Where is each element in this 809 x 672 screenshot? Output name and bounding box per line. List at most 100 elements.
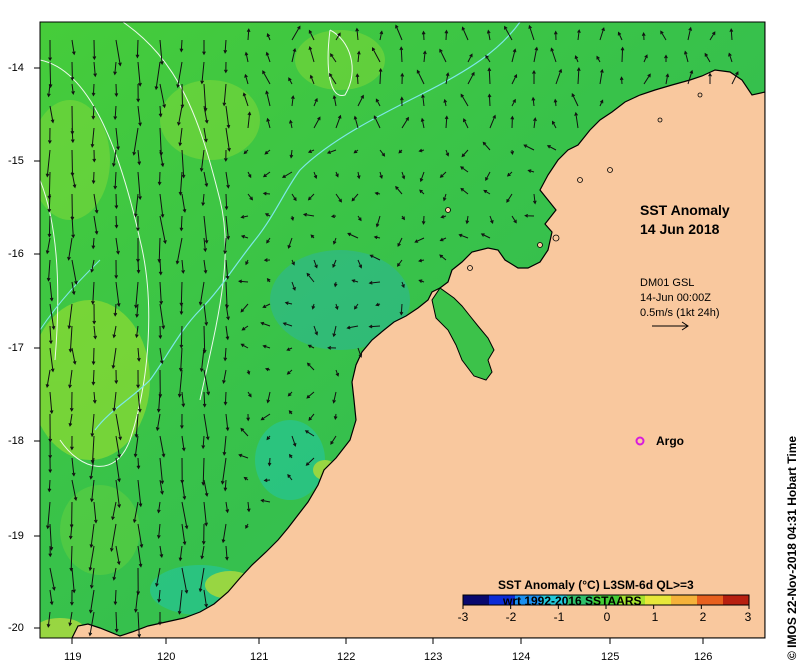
lon-axis [71, 638, 704, 644]
current-arrow [176, 61, 183, 89]
current-arrow [198, 281, 205, 306]
current-arrow [444, 29, 449, 41]
current-arrow [89, 523, 95, 549]
current-arrow [225, 325, 230, 341]
current-arrow [71, 457, 76, 477]
current-arrow [266, 435, 271, 441]
credit-text: © IMOS 22-Nov-2018 04:31 Hobart Time [785, 435, 799, 660]
current-arrow [553, 30, 558, 41]
current-arrow [132, 127, 139, 156]
current-arrow [287, 391, 293, 397]
current-arrow [287, 473, 293, 481]
current-arrow [599, 99, 604, 107]
current-arrow [266, 237, 271, 244]
current-arrow [181, 501, 189, 530]
current-arrow [246, 501, 251, 513]
current-arrow [46, 83, 51, 98]
current-arrow [159, 149, 165, 168]
current-arrow [48, 39, 52, 62]
current-arrow [400, 72, 405, 85]
current-arrow [506, 171, 513, 177]
current-arrow [401, 171, 406, 180]
current-arrow [245, 259, 249, 266]
current-arrow [291, 259, 295, 266]
current-arrow [401, 281, 405, 289]
current-arrow [114, 611, 119, 633]
lat-axis [34, 67, 40, 629]
current-arrow [354, 303, 359, 310]
current-arrow [329, 73, 337, 85]
current-arrow [137, 171, 142, 201]
current-arrow [115, 127, 120, 151]
current-arrow [67, 237, 73, 261]
current-arrow [244, 51, 249, 63]
current-arrow [136, 215, 140, 232]
current-arrow [240, 343, 249, 349]
current-arrow [395, 185, 403, 195]
current-arrow [68, 413, 73, 427]
current-arrow [181, 567, 189, 594]
current-arrow [550, 47, 557, 63]
current-arrow [157, 501, 161, 514]
current-arrow [311, 303, 316, 310]
current-arrow [71, 39, 76, 56]
current-arrow [291, 435, 297, 447]
current-arrow [523, 144, 535, 151]
current-arrow [246, 28, 251, 41]
lon-label-119: 119 [64, 651, 82, 663]
current-arrow [332, 94, 337, 107]
current-arrow [335, 193, 342, 203]
lat-label-16: -16 [8, 248, 24, 260]
current-arrow [379, 30, 384, 41]
current-arrow [330, 214, 337, 219]
colorbar-segment [593, 595, 620, 605]
current-arrow [419, 171, 425, 183]
current-arrow [46, 259, 51, 282]
current-arrow [71, 259, 78, 285]
current-arrow [136, 347, 141, 362]
current-arrow [729, 28, 734, 41]
current-arrow [439, 254, 447, 261]
current-arrow [373, 115, 381, 129]
scale-arrow [652, 321, 689, 331]
current-arrow [643, 73, 651, 85]
current-arrow [330, 53, 337, 63]
current-arrow [181, 391, 186, 408]
current-arrow [397, 237, 403, 247]
current-arrow [113, 105, 118, 121]
current-arrow [546, 145, 557, 151]
map-title-line2: 14 Jun 2018 [640, 221, 720, 237]
current-arrow [576, 67, 581, 85]
current-arrow [238, 453, 249, 459]
current-arrow [47, 215, 52, 238]
current-arrow [440, 214, 447, 219]
current-arrow [91, 347, 96, 366]
current-arrow [203, 369, 211, 396]
current-arrow [265, 51, 271, 63]
current-arrow [159, 215, 167, 245]
map-title-line1: SST Anomaly [640, 202, 730, 218]
current-arrow [114, 215, 119, 229]
current-arrow [92, 39, 97, 61]
current-arrow [460, 187, 469, 195]
current-arrow [48, 545, 53, 558]
current-arrow [115, 237, 120, 255]
current-arrow [401, 116, 409, 129]
current-arrow [262, 191, 271, 196]
current-arrow [620, 46, 625, 63]
current-arrow [418, 148, 425, 153]
current-arrow [88, 611, 95, 637]
current-arrow [527, 169, 535, 173]
current-arrow [48, 325, 53, 345]
current-arrow [356, 171, 361, 180]
current-model: DM01 GSL [640, 277, 695, 289]
current-arrow [327, 345, 337, 350]
current-arrow [247, 193, 254, 201]
current-arrow [313, 97, 318, 107]
current-arrow [159, 281, 164, 305]
current-arrow [313, 259, 318, 269]
current-arrow [419, 189, 425, 195]
current-arrow [181, 193, 187, 213]
current-arrow [306, 362, 315, 371]
current-arrow [307, 149, 315, 153]
